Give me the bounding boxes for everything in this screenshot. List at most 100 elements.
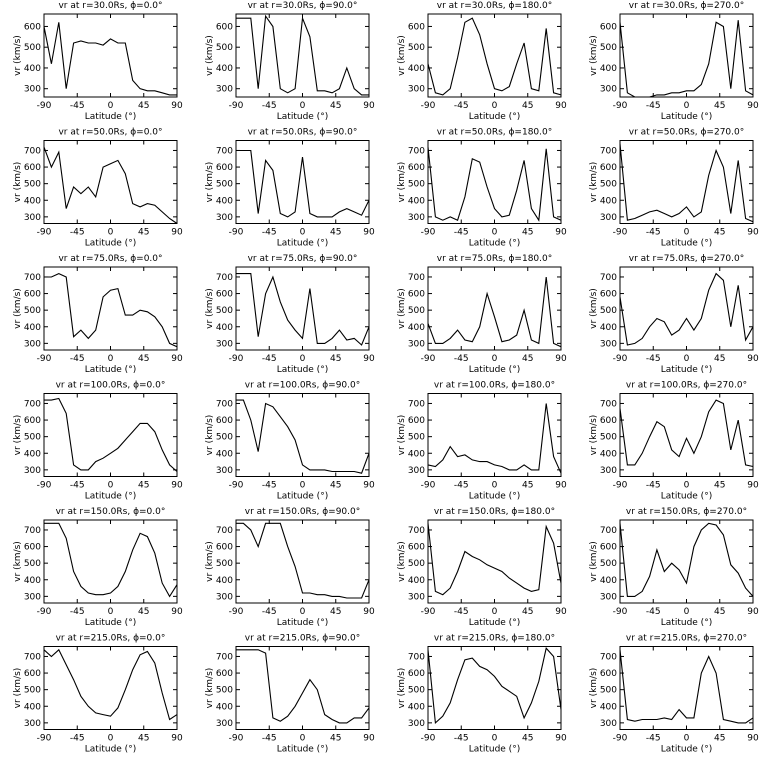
y-axis-label: vr (km/s) (589, 541, 599, 582)
x-axis-label: Latitude (°) (661, 745, 712, 755)
data-line (43, 146, 178, 224)
y-tick-label: 300 (216, 213, 233, 223)
x-tick-label: -45 (70, 101, 85, 111)
x-tick-label: 90 (171, 101, 183, 111)
y-tick-label: 400 (24, 449, 41, 459)
x-tick-label: 45 (714, 481, 725, 491)
x-tick-label: -90 (37, 481, 52, 491)
x-tick-label: -45 (262, 607, 277, 617)
y-tick-label: 300 (408, 213, 425, 223)
y-tick-label: 700 (216, 399, 233, 409)
data-line (427, 17, 562, 96)
x-tick-label: -45 (262, 101, 277, 111)
y-tick-label: 600 (408, 543, 425, 553)
panel: vr at r=50.0Rs, ϕ=270.0° -90 -45 0 45 90 300 40… (589, 128, 759, 249)
x-tick-label: 90 (363, 481, 375, 491)
y-tick-label: 600 (600, 163, 617, 173)
x-tick-label: -90 (421, 607, 436, 617)
y-tick-label: 700 (408, 273, 425, 283)
x-tick-label: -90 (421, 354, 436, 364)
y-tick-label: 300 (24, 339, 41, 349)
panel: vr at r=30.0Rs, ϕ=90.0° -90 -45 0 45 90 300 400… (205, 1, 375, 122)
y-axis-label: vr (km/s) (205, 162, 215, 203)
x-axis-label: Latitude (°) (85, 239, 136, 249)
x-tick-label: -45 (646, 607, 661, 617)
y-tick-label: 600 (24, 543, 41, 553)
x-tick-label: -90 (37, 734, 52, 744)
y-axis-label: vr (km/s) (205, 668, 215, 709)
data-line (43, 648, 178, 721)
panel: vr at r=30.0Rs, ϕ=270.0° -90 -45 0 45 90 300 40… (589, 1, 759, 122)
x-axis-label: Latitude (°) (85, 365, 136, 375)
y-tick-label: 600 (408, 290, 425, 300)
x-tick-label: -90 (229, 354, 244, 364)
x-tick-label: 45 (138, 228, 149, 238)
panel: vr at r=150.0Rs, ϕ=180.0° -90 -45 0 45 90 300 4… (397, 507, 567, 628)
x-tick-label: 0 (684, 354, 690, 364)
y-tick-label: 400 (600, 576, 617, 586)
plot-frame (43, 519, 178, 604)
x-tick-label: -90 (613, 228, 628, 238)
plot-frame (619, 519, 754, 604)
y-axis-label: vr (km/s) (205, 415, 215, 456)
x-axis-label: Latitude (°) (277, 239, 328, 249)
y-tick-label: 300 (216, 339, 233, 349)
panel: vr at r=30.0Rs, ϕ=0.0° -90 -45 0 45 90 300 400 5… (13, 1, 183, 122)
y-tick-label: 400 (24, 323, 41, 333)
y-tick-label: 300 (24, 466, 41, 476)
y-tick-label: 700 (408, 146, 425, 156)
x-tick-label: -45 (454, 607, 469, 617)
y-tick-label: 400 (408, 702, 425, 712)
x-tick-label: 90 (555, 607, 567, 617)
x-tick-label: 90 (555, 481, 567, 491)
x-tick-label: 45 (330, 481, 341, 491)
y-tick-label: 300 (216, 85, 233, 95)
plot-frame (43, 393, 178, 477)
x-tick-label: -45 (646, 228, 661, 238)
y-tick-label: 400 (24, 702, 41, 712)
y-axis-label: vr (km/s) (205, 541, 215, 582)
y-tick-label: 700 (216, 652, 233, 662)
plot-frame (427, 13, 562, 98)
panel-title: vr at r=150.0Rs, ϕ=90.0° (245, 507, 360, 517)
x-tick-label: -45 (70, 481, 85, 491)
y-tick-label: 300 (600, 339, 617, 349)
data-line (236, 273, 370, 346)
x-tick-label: 0 (492, 101, 498, 111)
y-axis-label: vr (km/s) (397, 35, 407, 76)
x-tick-label: -45 (70, 228, 85, 238)
y-tick-label: 700 (216, 273, 233, 283)
y-tick-label: 700 (24, 526, 41, 536)
y-tick-label: 500 (600, 306, 617, 316)
data-line (43, 22, 177, 96)
x-tick-label: 0 (684, 734, 690, 744)
x-tick-label: -90 (613, 354, 628, 364)
y-tick-label: 400 (216, 196, 233, 206)
y-axis-label: vr (km/s) (397, 288, 407, 329)
y-tick-label: 300 (24, 85, 41, 95)
x-tick-label: -90 (421, 734, 436, 744)
y-tick-label: 300 (600, 213, 617, 223)
x-tick-label: -45 (262, 354, 277, 364)
plot-frame (427, 266, 562, 351)
y-tick-label: 500 (24, 559, 41, 569)
x-tick-label: 45 (522, 354, 533, 364)
y-tick-label: 500 (216, 180, 233, 190)
y-tick-label: 700 (24, 652, 41, 662)
y-tick-label: 400 (216, 449, 233, 459)
data-line (236, 522, 370, 599)
y-tick-label: 500 (408, 306, 425, 316)
x-tick-label: -45 (70, 734, 85, 744)
y-tick-label: 400 (216, 702, 233, 712)
x-tick-label: -45 (262, 481, 277, 491)
panel-title: vr at r=75.0Rs, ϕ=0.0° (58, 254, 162, 264)
panel-title: vr at r=150.0Rs, ϕ=0.0° (56, 507, 166, 517)
panel-title: vr at r=100.0Rs, ϕ=90.0° (245, 381, 360, 391)
plot-frame (619, 140, 754, 224)
y-tick-label: 500 (24, 180, 41, 190)
y-tick-label: 700 (24, 273, 41, 283)
y-tick-label: 300 (24, 213, 41, 223)
panel: vr at r=75.0Rs, ϕ=270.0° -90 -45 0 45 90 300 40… (589, 254, 759, 375)
x-tick-label: 0 (108, 101, 114, 111)
